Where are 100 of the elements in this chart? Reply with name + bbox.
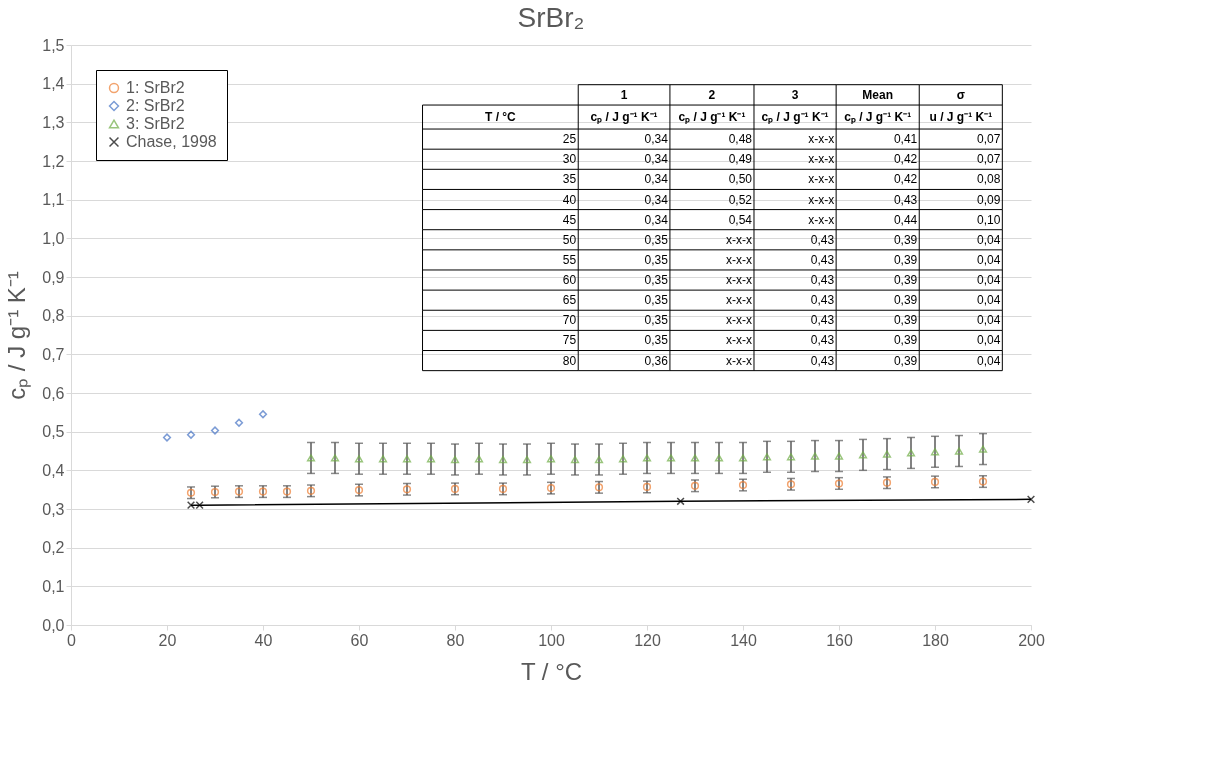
annotation: x-x-x bbox=[725, 353, 752, 368]
annotation: 75 bbox=[562, 333, 577, 348]
point bbox=[954, 447, 964, 455]
annotation: 50 bbox=[562, 232, 577, 247]
chart-title: SrBr₂ bbox=[517, 2, 585, 33]
annotation: 0,35 bbox=[644, 273, 669, 288]
annotation: 0,39 bbox=[893, 273, 918, 288]
annotation: 0,10 bbox=[976, 212, 1001, 227]
point bbox=[498, 484, 508, 493]
annotation: 0,35 bbox=[644, 313, 669, 328]
annotation: x-x-x bbox=[808, 132, 835, 147]
annotation: 0,35 bbox=[644, 293, 669, 308]
x-tick-label: 20 bbox=[158, 631, 177, 649]
annotation: 80 bbox=[562, 353, 577, 368]
annotation: x-x-x bbox=[725, 232, 752, 247]
annotation: cₚ / J g⁻¹ K⁻¹ bbox=[844, 110, 912, 126]
x-tick-label: 60 bbox=[350, 631, 369, 649]
annotation: 0,34 bbox=[644, 132, 669, 147]
y-tick-label: 1,0 bbox=[42, 229, 65, 247]
annotation: cₚ / J g⁻¹ K⁻¹ bbox=[590, 110, 658, 126]
point bbox=[858, 451, 868, 459]
y-tick-label: 1,5 bbox=[42, 36, 65, 54]
x-tick-label: 160 bbox=[826, 631, 853, 649]
y-tick-label: 0,5 bbox=[42, 423, 65, 441]
annotation: 0,04 bbox=[976, 313, 1001, 328]
y-tick-label: 1,4 bbox=[42, 75, 65, 93]
annotation: 0,35 bbox=[644, 252, 669, 267]
point bbox=[546, 484, 556, 493]
y-tick-label: 0,3 bbox=[42, 500, 65, 518]
point bbox=[186, 488, 196, 497]
y-tick-label: 1,3 bbox=[42, 113, 65, 131]
legend-label: 1: SrBr2 bbox=[126, 79, 185, 96]
point bbox=[186, 430, 196, 439]
annotation: 0,34 bbox=[644, 212, 669, 227]
annotation: 0,34 bbox=[644, 192, 669, 207]
annotation: 45 bbox=[562, 212, 577, 227]
point bbox=[690, 454, 700, 462]
point bbox=[762, 453, 772, 461]
point bbox=[738, 454, 748, 462]
annotation: 0,41 bbox=[893, 132, 918, 147]
y-axis-title: cₚ / J g⁻¹ K⁻¹ bbox=[3, 271, 32, 400]
point bbox=[618, 455, 628, 463]
y-tick-label: 1,1 bbox=[42, 191, 65, 209]
annotation: x-x-x bbox=[725, 333, 752, 348]
point bbox=[786, 480, 796, 489]
point bbox=[402, 455, 412, 463]
point bbox=[978, 445, 988, 453]
annotation: 0,42 bbox=[893, 152, 918, 167]
legend-label: Chase, 1998 bbox=[126, 133, 217, 150]
point bbox=[906, 449, 916, 457]
point bbox=[426, 455, 436, 463]
annotation: cₚ / J g⁻¹ K⁻¹ bbox=[761, 110, 829, 126]
point bbox=[282, 487, 292, 496]
annotation: 0,04 bbox=[976, 353, 1001, 368]
annotation: x-x-x bbox=[808, 152, 835, 167]
y-tick-label: 0,1 bbox=[42, 577, 65, 595]
point bbox=[330, 454, 340, 462]
y-tick-label: 0,4 bbox=[42, 461, 65, 479]
point bbox=[978, 477, 988, 486]
annotation: 35 bbox=[562, 172, 577, 187]
point bbox=[258, 487, 268, 496]
x-tick-label: 140 bbox=[730, 631, 757, 649]
point bbox=[450, 455, 460, 464]
annotation: 0,39 bbox=[893, 232, 918, 247]
x-tick-label: 200 bbox=[1018, 631, 1045, 649]
annotation: u / J g⁻¹ K⁻¹ bbox=[929, 110, 993, 125]
x-tick-label: 120 bbox=[634, 631, 661, 649]
point bbox=[210, 426, 220, 435]
annotation: 0,43 bbox=[810, 353, 835, 368]
point bbox=[450, 484, 460, 493]
annotation: 0,39 bbox=[893, 333, 918, 348]
point bbox=[306, 454, 316, 462]
point bbox=[594, 455, 604, 464]
point bbox=[690, 481, 700, 490]
point bbox=[666, 454, 676, 462]
annotation: σ bbox=[956, 87, 965, 102]
annotation: 0,43 bbox=[810, 273, 835, 288]
annotation: 0,04 bbox=[976, 252, 1001, 267]
point bbox=[378, 455, 388, 463]
annotation: 0,39 bbox=[893, 252, 918, 267]
y-tick-label: 0,6 bbox=[42, 384, 65, 402]
annotation: x-x-x bbox=[808, 212, 835, 227]
point bbox=[498, 455, 508, 464]
point bbox=[570, 455, 580, 464]
point bbox=[810, 452, 820, 460]
point bbox=[522, 455, 532, 464]
y-tick-label: 1,2 bbox=[42, 152, 65, 170]
annotation: 0,36 bbox=[644, 353, 669, 368]
annotation: 0,04 bbox=[976, 333, 1001, 348]
annotation: 0,08 bbox=[976, 172, 1001, 187]
point bbox=[594, 483, 604, 492]
x-tick-label: 180 bbox=[922, 631, 949, 649]
point bbox=[834, 452, 844, 460]
annotation: 0,43 bbox=[810, 293, 835, 308]
annotation: 0,35 bbox=[644, 333, 669, 348]
annotation: 0,39 bbox=[893, 293, 918, 308]
annotation: 0,07 bbox=[976, 152, 1001, 167]
annotation: 0,39 bbox=[893, 353, 918, 368]
annotation: cₚ / J g⁻¹ K⁻¹ bbox=[678, 110, 746, 126]
annotation: 0,54 bbox=[728, 212, 753, 227]
